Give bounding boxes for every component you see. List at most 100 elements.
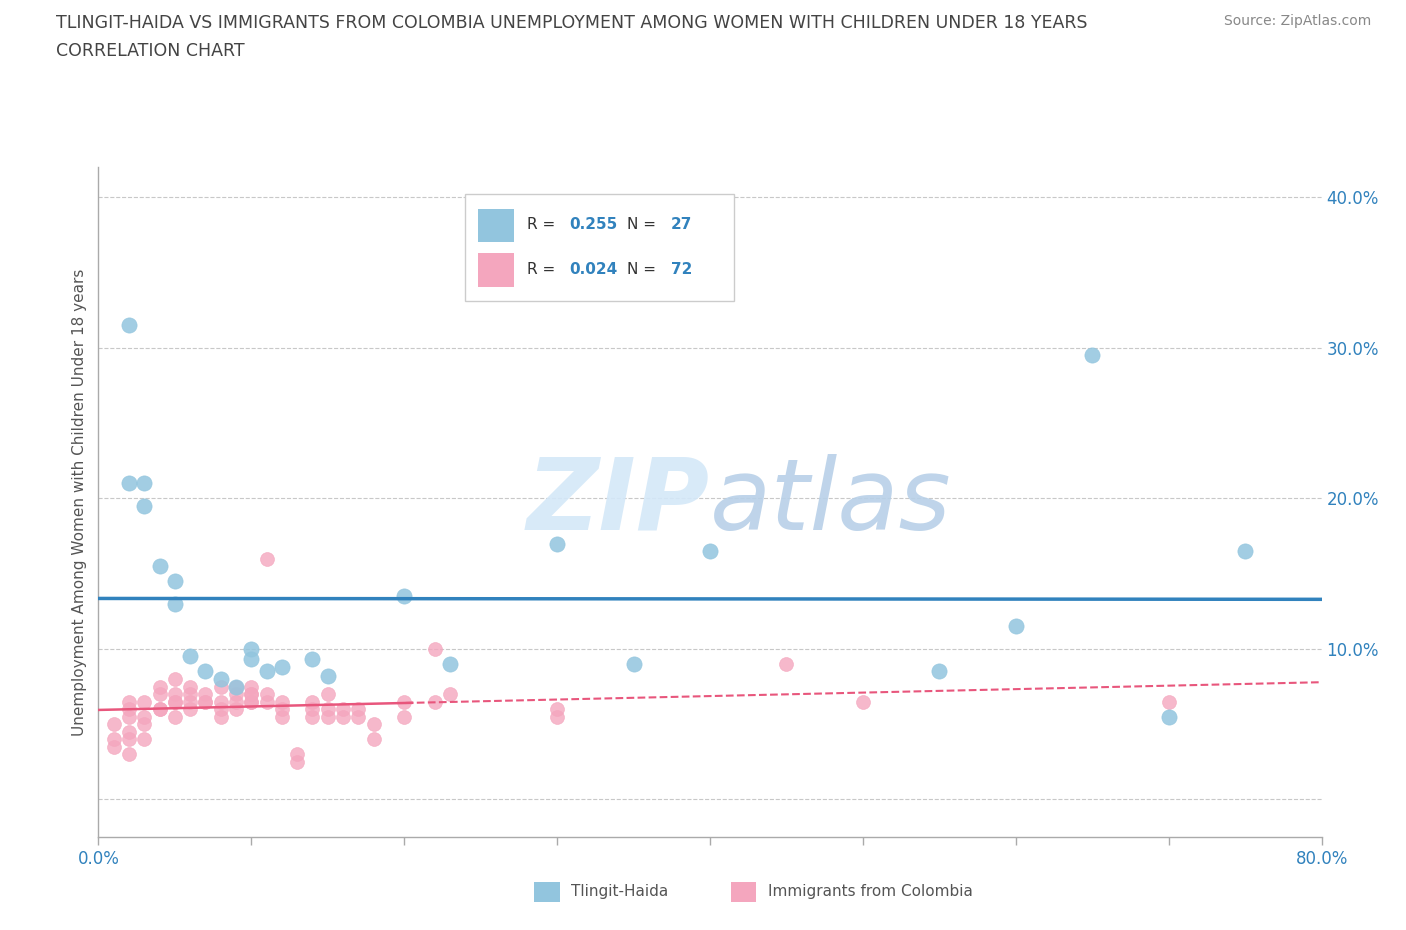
Point xyxy=(392,694,416,709)
Point xyxy=(256,694,278,709)
Point xyxy=(194,686,217,701)
Point xyxy=(225,686,247,701)
Point xyxy=(546,536,568,551)
Point xyxy=(134,710,156,724)
FancyBboxPatch shape xyxy=(465,194,734,301)
Point xyxy=(423,642,446,657)
Point xyxy=(209,671,232,686)
Point xyxy=(928,664,950,679)
Point xyxy=(316,669,339,684)
Point xyxy=(240,679,263,694)
Point xyxy=(118,476,141,491)
Point xyxy=(225,694,247,709)
FancyBboxPatch shape xyxy=(478,209,515,243)
Point xyxy=(301,694,323,709)
Point xyxy=(423,694,446,709)
Point xyxy=(363,732,385,747)
Text: R =: R = xyxy=(526,218,560,232)
Point xyxy=(149,701,172,716)
Point xyxy=(118,724,141,739)
Point xyxy=(301,701,323,716)
Point xyxy=(134,694,156,709)
Point xyxy=(103,732,125,747)
Point xyxy=(118,710,141,724)
Point xyxy=(270,701,292,716)
Point xyxy=(118,694,141,709)
Point xyxy=(285,747,308,762)
Point xyxy=(149,559,172,574)
Text: N =: N = xyxy=(627,218,661,232)
Point xyxy=(256,551,278,566)
Text: 72: 72 xyxy=(671,261,692,277)
Point xyxy=(149,701,172,716)
Point xyxy=(225,701,247,716)
Point xyxy=(194,694,217,709)
Text: atlas: atlas xyxy=(710,454,952,551)
Point xyxy=(103,739,125,754)
Point xyxy=(623,657,645,671)
Point xyxy=(546,701,568,716)
Point xyxy=(134,476,156,491)
Point xyxy=(118,747,141,762)
Point xyxy=(179,686,201,701)
Point xyxy=(225,679,247,694)
Point xyxy=(179,649,201,664)
Point xyxy=(163,596,186,611)
Point xyxy=(699,544,721,559)
Point xyxy=(347,710,370,724)
Point xyxy=(163,671,186,686)
Point xyxy=(179,694,201,709)
Point xyxy=(163,694,186,709)
Point xyxy=(118,318,141,333)
Point xyxy=(179,679,201,694)
Point xyxy=(118,732,141,747)
Point xyxy=(149,686,172,701)
Point xyxy=(285,754,308,769)
Point xyxy=(270,710,292,724)
Point xyxy=(179,701,201,716)
Point xyxy=(134,717,156,732)
Point xyxy=(209,679,232,694)
Point xyxy=(209,710,232,724)
Text: R =: R = xyxy=(526,261,560,277)
Point xyxy=(209,694,232,709)
Point xyxy=(256,664,278,679)
Point xyxy=(256,686,278,701)
Point xyxy=(301,710,323,724)
Text: ZIP: ZIP xyxy=(527,454,710,551)
Text: CORRELATION CHART: CORRELATION CHART xyxy=(56,42,245,60)
Text: Tlingit-Haida: Tlingit-Haida xyxy=(571,884,668,899)
Point xyxy=(1234,544,1257,559)
Point xyxy=(240,694,263,709)
Point xyxy=(194,694,217,709)
Text: TLINGIT-HAIDA VS IMMIGRANTS FROM COLOMBIA UNEMPLOYMENT AMONG WOMEN WITH CHILDREN: TLINGIT-HAIDA VS IMMIGRANTS FROM COLOMBI… xyxy=(56,14,1088,32)
Point xyxy=(316,710,339,724)
Point xyxy=(270,659,292,674)
Point xyxy=(1081,348,1104,363)
Text: 27: 27 xyxy=(671,218,692,232)
Point xyxy=(209,701,232,716)
Point xyxy=(240,686,263,701)
Point xyxy=(775,657,797,671)
Text: 0.255: 0.255 xyxy=(569,218,617,232)
Point xyxy=(163,710,186,724)
Point xyxy=(240,652,263,667)
Point xyxy=(134,732,156,747)
Text: 0.024: 0.024 xyxy=(569,261,617,277)
Point xyxy=(392,710,416,724)
Point xyxy=(149,679,172,694)
Point xyxy=(270,694,292,709)
Point xyxy=(163,574,186,589)
Point xyxy=(852,694,875,709)
Point xyxy=(118,701,141,716)
Point xyxy=(301,652,323,667)
Text: Immigrants from Colombia: Immigrants from Colombia xyxy=(768,884,973,899)
Point xyxy=(1004,618,1026,633)
Point xyxy=(392,589,416,604)
Point xyxy=(240,694,263,709)
Point xyxy=(194,664,217,679)
Point xyxy=(1157,694,1180,709)
Point xyxy=(347,701,370,716)
Point xyxy=(134,498,156,513)
Point xyxy=(316,701,339,716)
